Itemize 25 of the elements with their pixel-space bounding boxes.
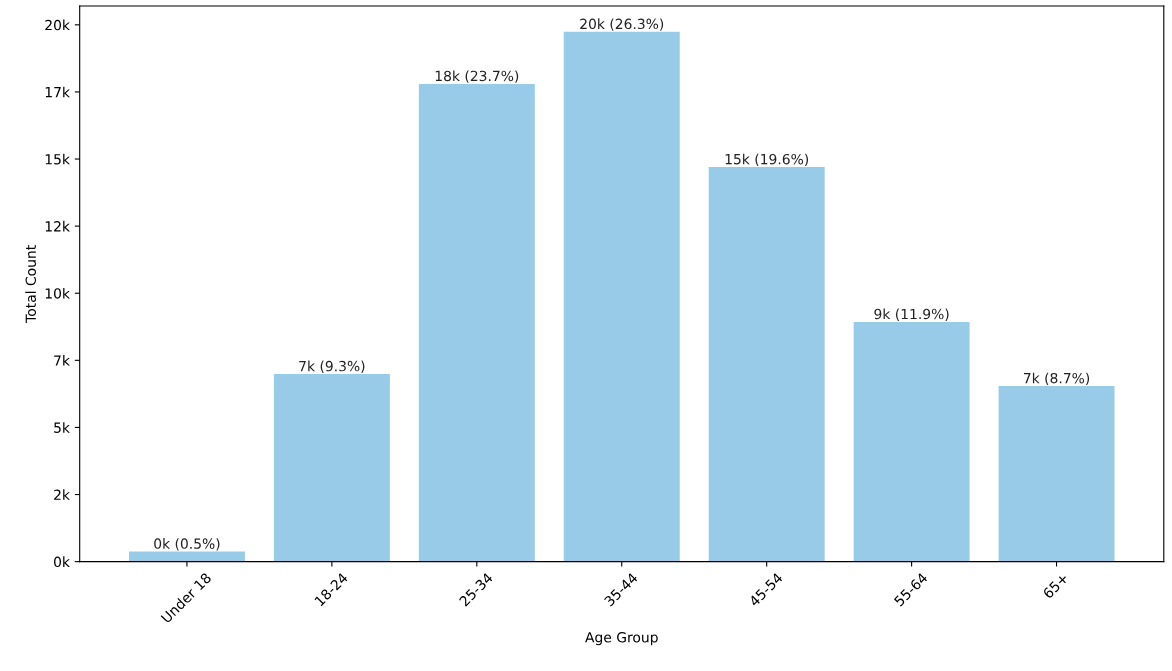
data-label: 7k (9.3%) (299, 360, 365, 373)
bar (273, 374, 390, 562)
y-tick-label: 10k (45, 287, 70, 299)
data-label: 20k (26.3%) (580, 18, 664, 31)
y-tick-label: 12k (45, 220, 70, 232)
x-axis-title: Age Group (585, 632, 658, 646)
data-label: 9k (11.9%) (874, 308, 949, 321)
data-label: 0k (0.5%) (154, 538, 220, 551)
y-tick-label: 17k (45, 86, 70, 98)
y-tick-label: 0k (54, 556, 70, 568)
y-axis-title: Total Count (25, 245, 37, 323)
bar (708, 167, 825, 562)
y-tick-label: 7k (54, 355, 70, 366)
bar (998, 386, 1115, 562)
y-tick-label: 5k (54, 422, 70, 433)
y-tick-label: 15k (45, 153, 70, 165)
data-label: 7k (8.7%) (1023, 372, 1090, 386)
y-tick-label: 2k (54, 489, 70, 500)
bar (563, 31, 680, 562)
bar (418, 83, 535, 562)
x-tick-label: 65+ (1042, 572, 1069, 599)
bar (853, 321, 970, 562)
data-label: 18k (23.7%) (435, 70, 519, 83)
data-label: 15k (19.6%) (725, 153, 809, 167)
y-tick-label: 20k (45, 19, 70, 31)
